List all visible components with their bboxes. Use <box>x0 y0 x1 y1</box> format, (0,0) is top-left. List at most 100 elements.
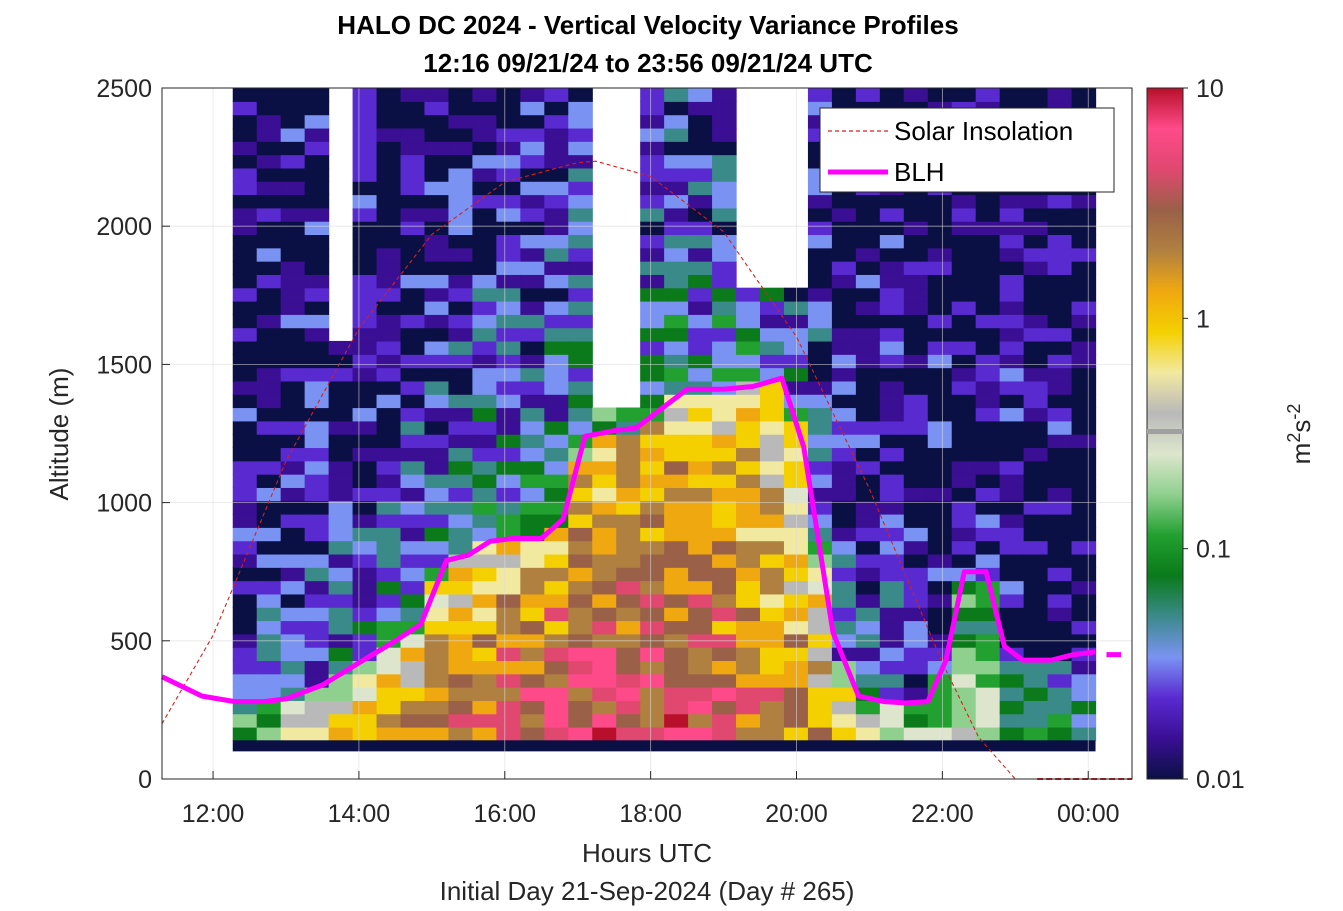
heatmap-cell <box>879 713 905 728</box>
heatmap-cell <box>592 647 617 662</box>
heatmap-cell <box>1023 287 1049 302</box>
heatmap-cell <box>256 567 282 582</box>
heatmap-cell <box>592 500 617 515</box>
heatmap-cell <box>927 567 953 582</box>
heatmap-cell <box>520 247 545 262</box>
heatmap-cell <box>927 447 953 462</box>
heatmap-cell <box>592 540 617 555</box>
heatmap-cell <box>831 301 857 315</box>
heatmap-cell <box>424 620 450 635</box>
heatmap-cell <box>568 127 593 142</box>
heatmap-cell <box>304 580 330 595</box>
heatmap-cell <box>975 673 1001 688</box>
heatmap-cell <box>232 553 258 568</box>
heatmap-cell <box>879 420 905 435</box>
heatmap-cell <box>520 620 545 635</box>
heatmap-cell <box>903 407 929 422</box>
heatmap-cell <box>448 287 474 302</box>
heatmap-cell <box>520 234 545 249</box>
heatmap-cell <box>352 221 378 236</box>
heatmap-cell <box>975 620 1001 635</box>
heatmap-cell <box>544 234 569 249</box>
heatmap-cell <box>448 114 474 129</box>
heatmap-cell <box>592 407 617 422</box>
heatmap-cell <box>424 234 450 249</box>
heatmap-cell <box>520 447 545 462</box>
heatmap-cell <box>903 660 929 675</box>
heatmap-cell <box>855 673 881 688</box>
heatmap-cell <box>1023 380 1049 395</box>
heatmap-cell <box>400 301 426 315</box>
heatmap-cell <box>1071 274 1097 289</box>
heatmap-cell <box>424 340 450 355</box>
heatmap-cell <box>472 620 497 635</box>
heatmap-cell <box>951 487 977 502</box>
heatmap-cell <box>376 620 402 635</box>
heatmap-cell <box>424 487 450 502</box>
heatmap-cell <box>304 101 330 116</box>
heatmap-cell <box>664 127 689 142</box>
heatmap-cell <box>975 500 1001 515</box>
heatmap-cell <box>951 88 977 102</box>
heatmap-cell <box>999 474 1025 488</box>
heatmap-cell <box>736 301 761 315</box>
heatmap-cell <box>999 660 1025 675</box>
heatmap-cell <box>304 660 330 675</box>
heatmap-cell <box>544 660 569 675</box>
heatmap-cell <box>520 287 545 302</box>
heatmap-cell <box>664 314 689 329</box>
heatmap-cells <box>232 88 1097 752</box>
heatmap-cell <box>975 221 1001 236</box>
heatmap-cell <box>520 487 545 502</box>
heatmap-cell <box>352 167 378 182</box>
heatmap-cell <box>855 354 881 369</box>
heatmap-cell <box>736 500 761 515</box>
heatmap-cell <box>400 513 426 528</box>
heatmap-cell <box>472 181 497 196</box>
heatmap-cell <box>448 167 474 182</box>
heatmap-cell <box>1047 553 1073 568</box>
heatmap-cell <box>304 314 330 329</box>
heatmap-cell <box>400 354 426 369</box>
heatmap-cell <box>592 474 617 488</box>
heatmap-cell <box>688 567 713 582</box>
heatmap-cell <box>520 314 545 329</box>
heatmap-cell <box>424 673 450 688</box>
heatmap-cell <box>807 380 833 395</box>
heatmap-cell <box>304 487 330 502</box>
heatmap-cell <box>1047 340 1073 355</box>
heatmap-cell <box>520 474 545 488</box>
heatmap-cell <box>544 221 569 236</box>
heatmap-cell <box>736 513 761 528</box>
heatmap-cell <box>424 513 450 528</box>
heatmap-cell <box>280 673 306 688</box>
heatmap-cell <box>664 407 689 422</box>
heatmap-cell <box>352 154 378 169</box>
heatmap-cell <box>879 354 905 369</box>
heatmap-cell <box>424 660 450 675</box>
heatmap-cell <box>304 274 330 289</box>
heatmap-cell <box>1023 234 1049 249</box>
heatmap-cell <box>1023 580 1049 595</box>
heatmap-cell <box>712 167 737 182</box>
heatmap-cell <box>520 181 545 196</box>
heatmap-cell <box>640 380 665 395</box>
heatmap-cell <box>664 513 689 528</box>
heatmap-cell <box>280 141 306 156</box>
heatmap-cell <box>448 181 474 196</box>
heatmap-cell <box>640 647 665 662</box>
heatmap-cell <box>448 593 474 608</box>
heatmap-cell <box>664 301 689 315</box>
heatmap-cell <box>640 88 665 102</box>
heatmap-cell <box>1023 247 1049 262</box>
heatmap-cell <box>400 527 426 542</box>
heatmap-cell <box>664 660 689 675</box>
heatmap-cell <box>424 687 450 701</box>
heatmap-cell <box>592 447 617 462</box>
x-tick-label: 14:00 <box>328 800 391 828</box>
heatmap-cell <box>879 314 905 329</box>
heatmap-cell <box>999 540 1025 555</box>
heatmap-cell <box>688 447 713 462</box>
heatmap-cell <box>544 380 569 395</box>
heatmap-cell <box>472 660 497 675</box>
